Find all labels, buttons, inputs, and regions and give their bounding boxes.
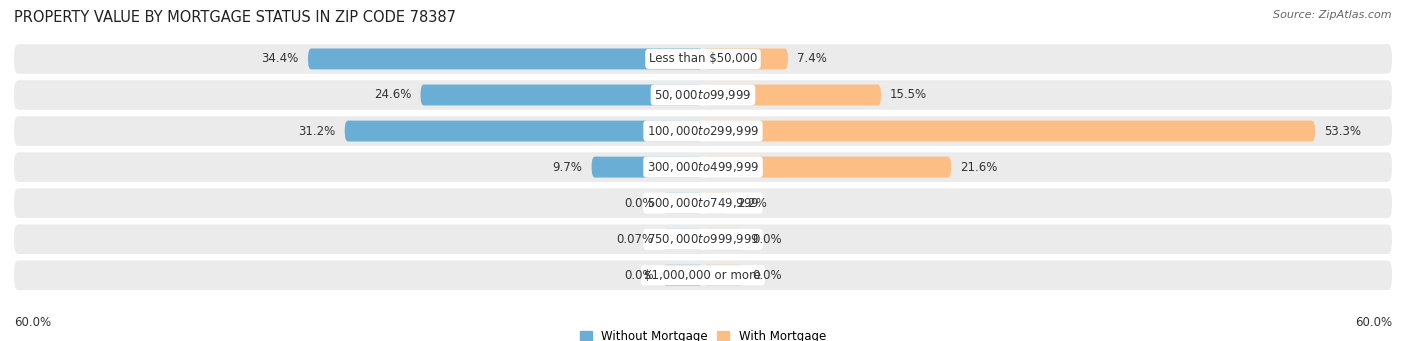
Text: 60.0%: 60.0% — [14, 316, 51, 329]
Text: 0.0%: 0.0% — [624, 269, 654, 282]
FancyBboxPatch shape — [662, 229, 703, 250]
Text: 0.07%: 0.07% — [616, 233, 654, 246]
Text: Source: ZipAtlas.com: Source: ZipAtlas.com — [1274, 10, 1392, 20]
Text: 0.0%: 0.0% — [624, 197, 654, 210]
FancyBboxPatch shape — [703, 121, 1315, 142]
Text: 0.0%: 0.0% — [752, 269, 782, 282]
FancyBboxPatch shape — [14, 188, 1392, 218]
FancyBboxPatch shape — [703, 229, 744, 250]
FancyBboxPatch shape — [14, 80, 1392, 110]
Text: 60.0%: 60.0% — [1355, 316, 1392, 329]
Text: $1,000,000 or more: $1,000,000 or more — [644, 269, 762, 282]
FancyBboxPatch shape — [592, 157, 703, 178]
FancyBboxPatch shape — [14, 116, 1392, 146]
FancyBboxPatch shape — [14, 261, 1392, 290]
FancyBboxPatch shape — [703, 265, 744, 286]
FancyBboxPatch shape — [14, 224, 1392, 254]
Text: 24.6%: 24.6% — [374, 89, 412, 102]
FancyBboxPatch shape — [308, 48, 703, 70]
Text: 7.4%: 7.4% — [797, 53, 827, 65]
Text: $500,000 to $749,999: $500,000 to $749,999 — [647, 196, 759, 210]
FancyBboxPatch shape — [14, 44, 1392, 74]
Text: 21.6%: 21.6% — [960, 161, 998, 174]
FancyBboxPatch shape — [420, 85, 703, 105]
Text: PROPERTY VALUE BY MORTGAGE STATUS IN ZIP CODE 78387: PROPERTY VALUE BY MORTGAGE STATUS IN ZIP… — [14, 10, 456, 25]
Text: 0.0%: 0.0% — [752, 233, 782, 246]
FancyBboxPatch shape — [703, 85, 882, 105]
Text: $300,000 to $499,999: $300,000 to $499,999 — [647, 160, 759, 174]
FancyBboxPatch shape — [662, 265, 703, 286]
Text: 34.4%: 34.4% — [262, 53, 299, 65]
Text: 2.2%: 2.2% — [738, 197, 768, 210]
FancyBboxPatch shape — [662, 193, 703, 213]
Text: 15.5%: 15.5% — [890, 89, 928, 102]
Text: $50,000 to $99,999: $50,000 to $99,999 — [654, 88, 752, 102]
FancyBboxPatch shape — [703, 193, 728, 213]
Text: 53.3%: 53.3% — [1324, 124, 1361, 137]
FancyBboxPatch shape — [703, 48, 787, 70]
Text: $750,000 to $999,999: $750,000 to $999,999 — [647, 232, 759, 246]
FancyBboxPatch shape — [14, 152, 1392, 182]
Legend: Without Mortgage, With Mortgage: Without Mortgage, With Mortgage — [581, 330, 825, 341]
FancyBboxPatch shape — [344, 121, 703, 142]
Text: Less than $50,000: Less than $50,000 — [648, 53, 758, 65]
Text: $100,000 to $299,999: $100,000 to $299,999 — [647, 124, 759, 138]
Text: 9.7%: 9.7% — [553, 161, 582, 174]
Text: 31.2%: 31.2% — [298, 124, 336, 137]
FancyBboxPatch shape — [703, 157, 950, 178]
